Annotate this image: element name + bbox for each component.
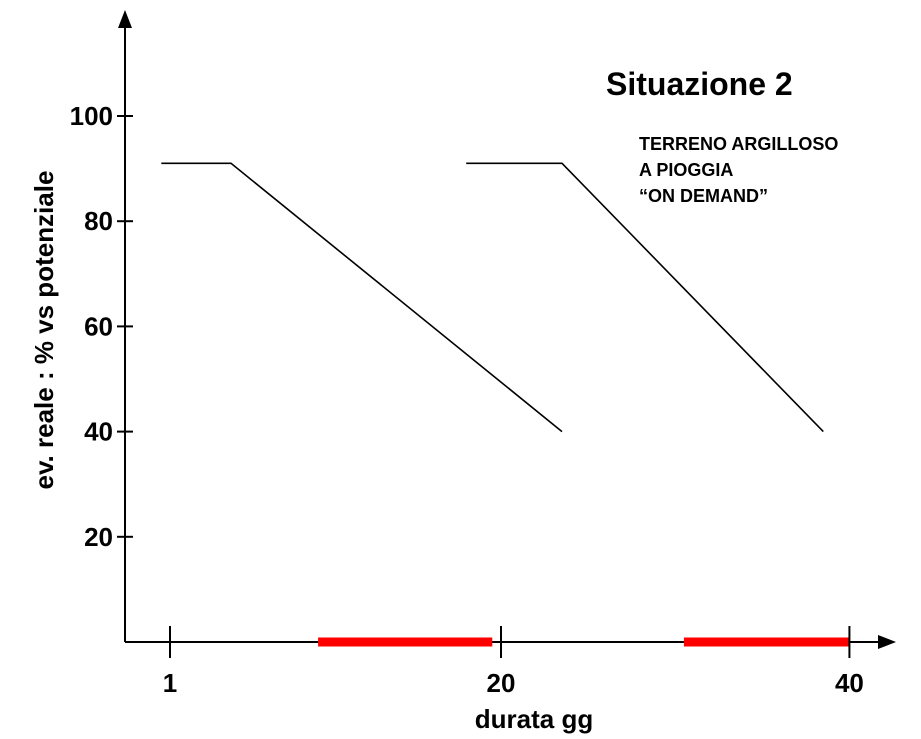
y-tick-label-40: 40	[84, 417, 113, 447]
x-axis-arrow	[878, 635, 896, 649]
series-lines	[161, 162, 824, 433]
series-line-2	[466, 162, 824, 433]
annotation-line-2: A PIOGGIA	[639, 160, 733, 180]
x-tick-label-20: 20	[487, 668, 516, 698]
y-tick-label-60: 60	[84, 311, 113, 341]
y-axis-arrow	[118, 10, 132, 28]
annotation-line-3: “ON DEMAND”	[639, 186, 768, 206]
chart-title: Situazione 2	[606, 66, 793, 102]
y-tick-label-100: 100	[70, 101, 113, 131]
x-axis-title: durata gg	[475, 704, 593, 734]
y-tick-label-20: 20	[84, 522, 113, 552]
y-axis-title: ev. reale : % vs potenziale	[29, 171, 59, 490]
x-tick-label-1: 1	[163, 668, 177, 698]
y-tick-label-80: 80	[84, 206, 113, 236]
annotation-line-1: TERRENO ARGILLOSO	[639, 134, 838, 154]
axes	[118, 10, 896, 649]
series-line-1	[161, 162, 563, 433]
x-tick-label-40: 40	[835, 668, 864, 698]
